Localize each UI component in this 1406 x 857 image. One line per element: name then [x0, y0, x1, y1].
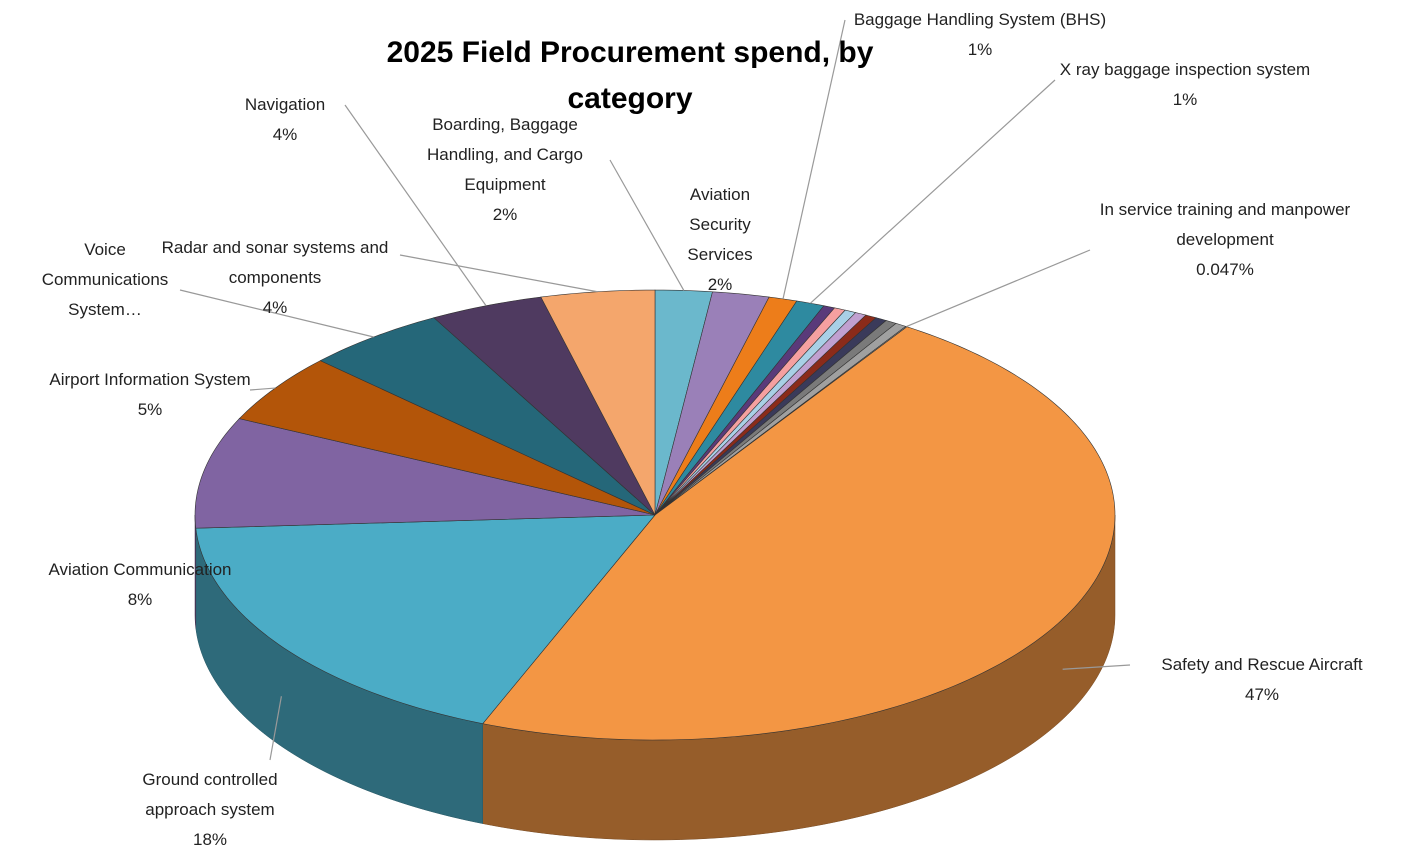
slice-label: Safety and Rescue Aircraft 47% — [1127, 650, 1397, 710]
slice-label: Navigation 4% — [210, 90, 360, 150]
chart-title: 2025 Field Procurement spend, by categor… — [386, 36, 874, 115]
pie-tops — [194, 289, 1116, 741]
value-label: 47% — [1244, 685, 1280, 704]
slice-label: X ray baggage inspection system 1% — [1035, 55, 1335, 115]
leader-line — [782, 19, 846, 300]
leader-line — [609, 159, 685, 291]
slice-label: Boarding, Baggage Handling, and Cargo Eq… — [395, 110, 615, 230]
leader-line — [344, 104, 487, 307]
category-name: Voice Communications System… — [41, 240, 169, 319]
category-name: Aviation Communication — [48, 560, 232, 579]
slice — [433, 296, 656, 516]
category-name: Navigation — [244, 95, 326, 114]
category-name: Ground controlled approach system — [142, 770, 278, 819]
slice-label: Aviation Communication 8% — [5, 555, 275, 615]
leader-line — [906, 249, 1091, 328]
slice-label: Aviation Security Services 2% — [670, 180, 770, 300]
value-label: 2% — [492, 205, 518, 224]
leader-line — [810, 79, 1056, 304]
value-label: 1% — [1172, 90, 1198, 109]
slice-label: Radar and sonar systems and components 4% — [140, 233, 410, 323]
slice-label: Airport Information System 5% — [35, 365, 265, 425]
value-label: 2% — [707, 275, 733, 294]
slice — [482, 326, 1116, 741]
value-label: 8% — [127, 590, 153, 609]
category-name: Boarding, Baggage Handling, and Cargo Eq… — [427, 115, 583, 194]
category-name: Airport Information System — [49, 370, 251, 389]
category-name: Baggage Handling System (BHS) — [853, 10, 1107, 29]
category-name: Radar and sonar systems and components — [161, 238, 389, 287]
leader-line — [179, 289, 374, 338]
value-label: 1% — [967, 40, 993, 59]
slice-label: Baggage Handling System (BHS) 1% — [845, 5, 1115, 65]
slice-label: Ground controlled approach system 18% — [105, 765, 315, 855]
slice — [194, 418, 656, 529]
leader-line — [399, 254, 598, 293]
value-label: 5% — [137, 400, 163, 419]
category-name: In service training and manpower develop… — [1099, 200, 1351, 249]
leader-line — [269, 696, 282, 761]
slice — [195, 514, 656, 724]
leader-line — [249, 387, 276, 391]
slice — [540, 289, 656, 516]
leader-line — [1062, 664, 1131, 670]
slice-label: Voice Communications System… — [25, 235, 185, 325]
value-label: 4% — [272, 125, 298, 144]
slice — [654, 291, 770, 516]
value-label: 18% — [192, 830, 228, 849]
category-name: Safety and Rescue Aircraft — [1161, 655, 1363, 674]
category-name: X ray baggage inspection system — [1059, 60, 1311, 79]
value-label: 0.047% — [1196, 260, 1254, 279]
slice-label: In service training and manpower develop… — [1080, 195, 1370, 285]
value-label: 4% — [262, 298, 288, 317]
category-name: Aviation Security Services — [687, 185, 753, 264]
